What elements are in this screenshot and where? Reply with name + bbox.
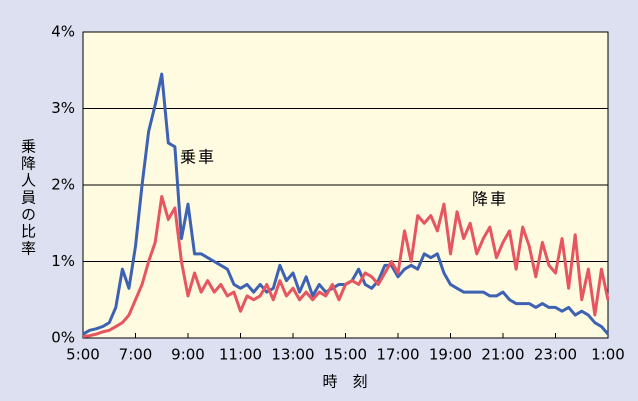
series-line bbox=[82, 194, 610, 338]
x-tick-label: 1:00 bbox=[591, 346, 625, 364]
y-tick-label: 0% bbox=[51, 329, 75, 347]
x-tick-label: 5:00 bbox=[66, 346, 100, 364]
x-tick-label: 23:00 bbox=[534, 346, 577, 364]
y-tick-label: 1% bbox=[51, 252, 75, 270]
x-tick-label: 19:00 bbox=[429, 346, 472, 364]
x-tick-label: 15:00 bbox=[324, 346, 367, 364]
x-tick-label: 9:00 bbox=[171, 346, 205, 364]
x-tick-label: 21:00 bbox=[481, 346, 524, 364]
x-tick-label: 11:00 bbox=[219, 346, 262, 364]
series-label: 乗車 bbox=[180, 148, 216, 167]
y-tick-label: 3% bbox=[51, 99, 75, 117]
x-tick-label: 17:00 bbox=[376, 346, 419, 364]
y-axis-title: 乗降人員の比率 bbox=[19, 139, 37, 258]
x-axis-title: 時 刻 bbox=[322, 373, 367, 391]
x-tick-label: 13:00 bbox=[271, 346, 314, 364]
series-label: 降車 bbox=[472, 190, 508, 209]
y-tick-label: 2% bbox=[51, 176, 75, 194]
y-tick-label: 4% bbox=[51, 23, 75, 41]
x-tick-label: 7:00 bbox=[119, 346, 153, 364]
